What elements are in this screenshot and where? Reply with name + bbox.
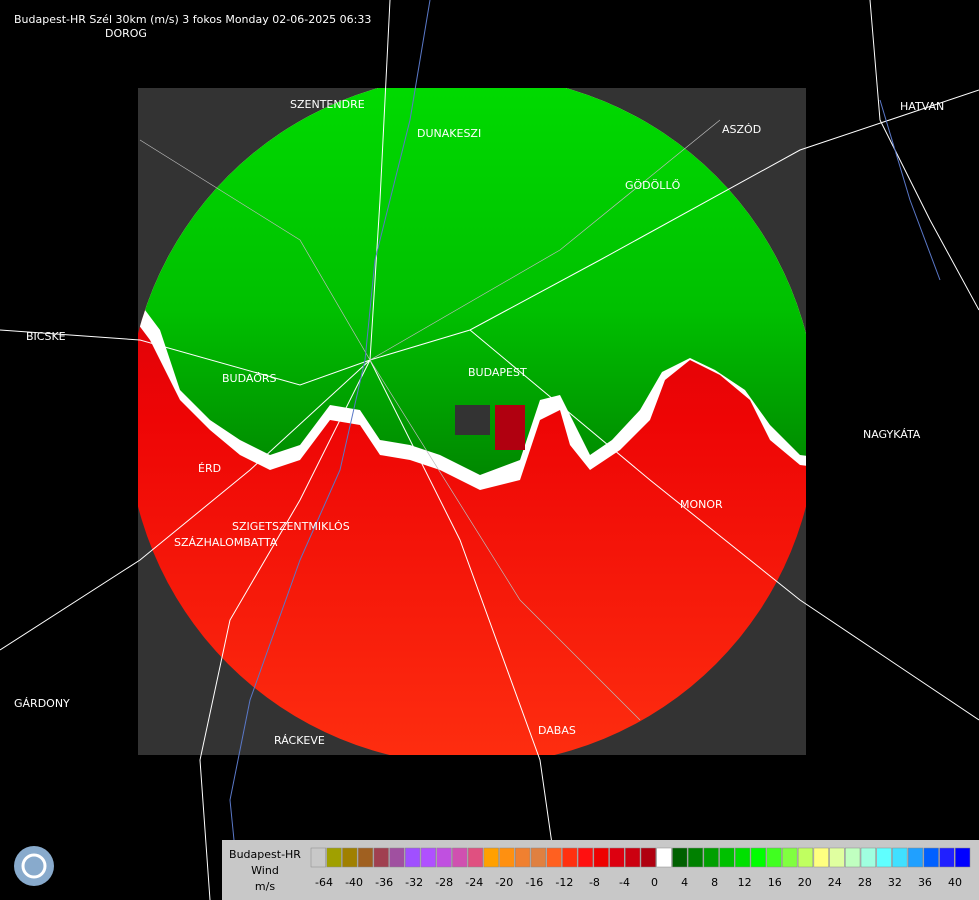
- clutter: [455, 405, 490, 435]
- legend-tick-label: 12: [738, 876, 752, 889]
- legend-swatch: [452, 847, 468, 868]
- legend-swatch: [625, 847, 641, 868]
- legend-swatch: [530, 847, 546, 868]
- legend-swatch: [389, 847, 405, 868]
- legend-tick-label: -32: [405, 876, 423, 889]
- legend-quantity: Wind: [251, 864, 279, 877]
- legend-swatch: [797, 847, 814, 868]
- legend-swatch: [892, 847, 908, 868]
- legend-swatch: [499, 847, 515, 868]
- legend-tick-label: -4: [619, 876, 630, 889]
- map-title: Budapest-HR Szél 30km (m/s) 3 fokos Mond…: [14, 13, 371, 26]
- place-label: DABAS: [538, 724, 576, 737]
- legend-swatch: [672, 847, 688, 868]
- legend-tick-label: -20: [495, 876, 513, 889]
- echo-layer: [138, 88, 806, 755]
- place-label: BUDAPEST: [468, 366, 527, 379]
- place-label: HATVAN: [900, 100, 944, 113]
- legend-swatch: [342, 847, 358, 868]
- legend-swatch: [467, 847, 484, 868]
- place-label: BICSKE: [26, 330, 66, 343]
- place-label: DUNAKESZI: [417, 127, 481, 140]
- legend-swatch: [782, 847, 798, 868]
- legend-swatch: [593, 847, 609, 868]
- place-label: GÖDÖLLŐ: [625, 178, 681, 192]
- green-echo: [138, 88, 806, 475]
- legend-tick-label: -28: [435, 876, 453, 889]
- place-label: ASZÓD: [722, 123, 761, 136]
- legend-swatch: [326, 847, 342, 868]
- legend-swatch: [735, 847, 751, 868]
- legend-swatch: [955, 847, 971, 868]
- legend-swatch: [719, 847, 735, 868]
- legend-swatch: [310, 847, 326, 868]
- place-label: GÁRDONY: [14, 697, 70, 710]
- legend-swatch: [907, 847, 924, 868]
- legend-swatch: [357, 847, 374, 868]
- legend-swatch: [420, 847, 436, 868]
- legend-tick-label: 36: [918, 876, 932, 889]
- legend-swatch: [577, 847, 594, 868]
- legend-swatch: [373, 847, 389, 868]
- legend-tick-label: 0: [651, 876, 658, 889]
- legend-tick-label: 16: [768, 876, 782, 889]
- legend-swatch: [562, 847, 578, 868]
- legend-swatch: [703, 847, 719, 868]
- place-label: ÉRD: [198, 462, 221, 475]
- legend-tick-label: 4: [681, 876, 688, 889]
- legend-tick-label: 8: [711, 876, 718, 889]
- legend-unit: m/s: [255, 880, 275, 893]
- legend-swatch: [750, 847, 766, 868]
- legend-swatch: [609, 847, 625, 868]
- place-label: SZENTENDRE: [290, 98, 365, 111]
- legend-tick-label: 20: [798, 876, 812, 889]
- legend-swatch: [923, 847, 939, 868]
- legend-swatch: [640, 847, 656, 868]
- legend-swatch: [845, 847, 861, 868]
- red-patch: [495, 405, 525, 450]
- place-label: MONOR: [680, 498, 723, 511]
- legend-tick-label: -12: [555, 876, 573, 889]
- place-label: SZIGETSZENTMIKLÓS: [232, 520, 350, 533]
- legend-swatch: [405, 847, 421, 868]
- legend-swatch: [939, 847, 955, 868]
- legend-tick-label: 24: [828, 876, 842, 889]
- place-label: SZÁZHALOMBATTA: [174, 536, 278, 549]
- logo: [14, 846, 54, 886]
- legend: Budapest-HR Wind m/s -64 -40 -36 -32 -28 -24-…: [222, 840, 979, 900]
- legend-swatch: [656, 847, 672, 868]
- legend-swatch: [436, 847, 452, 868]
- legend-tick-label: 28: [858, 876, 872, 889]
- legend-swatch: [860, 847, 876, 868]
- legend-swatch: [829, 847, 845, 868]
- legend-swatch: [483, 847, 499, 868]
- place-label: RÁCKEVE: [274, 734, 325, 747]
- legend-tick-label: -24: [465, 876, 483, 889]
- legend-swatch: [515, 847, 531, 868]
- legend-tick-label: -16: [525, 876, 543, 889]
- legend-swatch: [813, 847, 829, 868]
- legend-swatch: [766, 847, 782, 868]
- place-label: DOROG: [105, 27, 147, 40]
- legend-tick-label: -8: [589, 876, 600, 889]
- legend-swatch: [876, 847, 892, 868]
- legend-tick-label: -64: [315, 876, 333, 889]
- legend-tick-label: -40: [345, 876, 363, 889]
- logo-swirl: [21, 853, 47, 879]
- legend-station: Budapest-HR: [229, 848, 301, 861]
- legend-tick-label: 40: [948, 876, 962, 889]
- legend-swatch: [546, 847, 562, 868]
- legend-swatch: [687, 847, 704, 868]
- place-label: BUDAÖRS: [222, 372, 277, 385]
- legend-tick-label: -36: [375, 876, 393, 889]
- place-label: NAGYKÁTA: [863, 428, 921, 441]
- legend-tick-label: 32: [888, 876, 902, 889]
